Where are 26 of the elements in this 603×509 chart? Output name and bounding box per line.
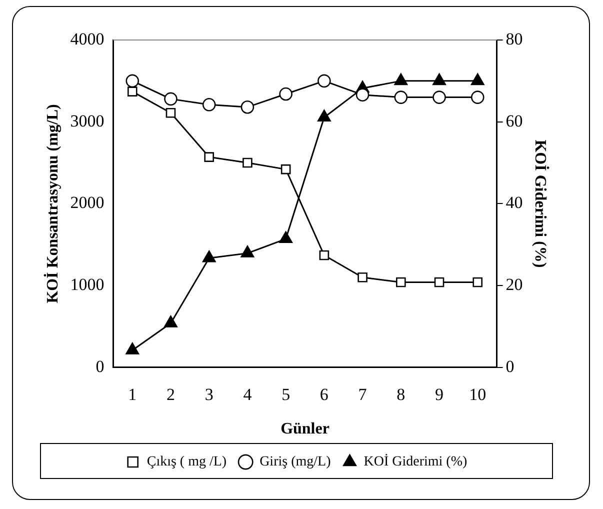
- legend-label: Giriş (mg/L): [260, 454, 332, 470]
- x-tick-label: 7: [358, 385, 368, 404]
- y2-tick-label: 20: [506, 275, 523, 294]
- y2-tick-label: 60: [506, 111, 523, 130]
- x-tick-label: 9: [435, 385, 444, 404]
- x-tick-label: 8: [396, 385, 406, 404]
- x-tick-label: 5: [282, 385, 290, 404]
- y-tick-label: 2000: [70, 193, 104, 212]
- x-tick-label: 4: [243, 385, 252, 404]
- y2-tick-label: 80: [506, 29, 523, 48]
- y-tick-label: 0: [96, 356, 104, 376]
- legend-label: KOİ Giderimi (%): [364, 454, 468, 470]
- y-tick-label: 4000: [70, 29, 104, 48]
- y-tick-label: 3000: [70, 111, 104, 130]
- y-tick-label: 1000: [70, 275, 104, 294]
- x-tick-label: 6: [320, 385, 328, 404]
- y2-axis-title: KOİ Giderimi (%): [531, 140, 550, 268]
- y2-tick-label: 0: [506, 356, 514, 376]
- x-tick-label: 1: [128, 385, 137, 404]
- x-tick-label: 3: [204, 385, 214, 404]
- x-axis-title: Günler: [280, 420, 330, 438]
- x-tick-label: 2: [166, 385, 175, 404]
- y2-tick-label: 40: [506, 193, 523, 212]
- x-tick-label: 10: [469, 385, 486, 404]
- legend-label: Çıkış ( mg /L): [146, 454, 227, 470]
- y-axis-title: KOİ Konsantrasyonu (mg/L): [44, 104, 62, 304]
